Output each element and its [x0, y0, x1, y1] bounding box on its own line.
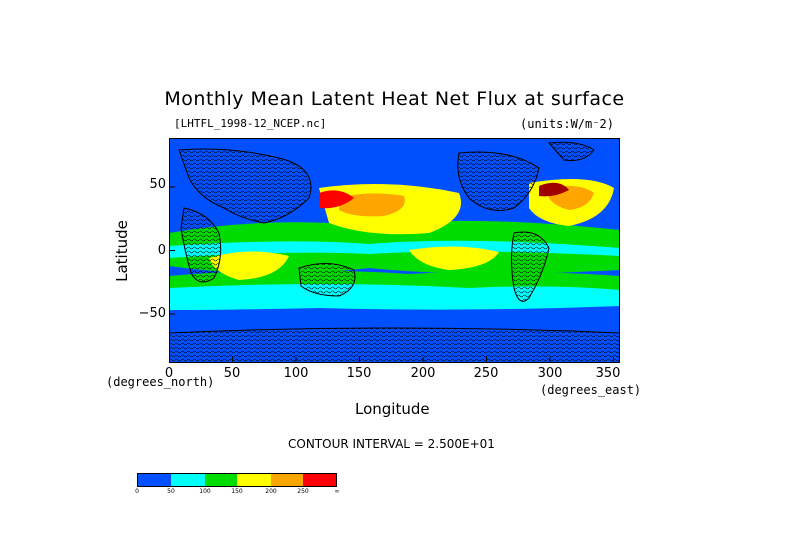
eurasia-landmass	[178, 148, 312, 224]
map-title: Monthly Mean Latent Heat Net Flux at sur…	[164, 88, 625, 110]
tick-marks	[168, 186, 614, 363]
colorbar-label: 50	[167, 488, 175, 495]
colorbar-label: ∞	[334, 488, 340, 495]
y-tick-minus50: −50	[138, 306, 166, 321]
colorbar-swatches	[137, 473, 337, 487]
file-label: [LHTFL_1998-12_NCEP.nc]	[174, 117, 327, 130]
y-tick-0: 0	[157, 243, 166, 258]
colorbar-label: 100	[199, 488, 211, 495]
continents	[168, 141, 621, 364]
colorbar	[137, 472, 337, 487]
x-tick-0: 0	[164, 366, 174, 381]
x-axis-label: Longitude	[355, 400, 430, 418]
colorbar-swatch	[303, 473, 337, 487]
x-tick-250: 250	[473, 366, 499, 381]
map-canvas	[168, 138, 621, 364]
x-tick-200: 200	[410, 366, 436, 381]
y-axis-label: Latitude	[113, 220, 131, 282]
colorbar-swatch	[237, 473, 271, 487]
australia-landmass	[298, 263, 356, 297]
y-axis-units: (degrees_north)	[106, 375, 215, 389]
x-tick-50: 50	[223, 366, 241, 381]
africa-landmass	[180, 207, 222, 283]
north-america-landmass	[457, 151, 540, 211]
y-tick-50: 50	[149, 177, 166, 192]
x-tick-150: 150	[346, 366, 372, 381]
colorbar-swatch	[205, 473, 237, 487]
greenland-landmass	[547, 141, 595, 161]
colorbar-frame	[137, 473, 337, 487]
antarctica-landmass	[168, 327, 621, 364]
colorbar-label: 250	[297, 488, 309, 495]
south-america-landmass	[511, 231, 550, 302]
colorbar-swatch	[137, 473, 171, 487]
colorbar-label: 200	[265, 488, 277, 495]
colorbar-swatch	[271, 473, 303, 487]
colorbar-label: 0	[135, 488, 139, 495]
x-tick-100: 100	[283, 366, 309, 381]
colorbar-swatch	[171, 473, 205, 487]
contour-interval-label: CONTOUR INTERVAL = 2.500E+01	[288, 437, 495, 451]
x-axis-units: (degrees_east)	[540, 383, 642, 397]
units-label: (units:W/m⁻2)	[520, 117, 614, 131]
x-tick-300: 300	[537, 366, 563, 381]
latent-heat-flux-map	[168, 138, 621, 364]
colorbar-label: 150	[231, 488, 243, 495]
x-tick-350: 350	[595, 366, 621, 381]
